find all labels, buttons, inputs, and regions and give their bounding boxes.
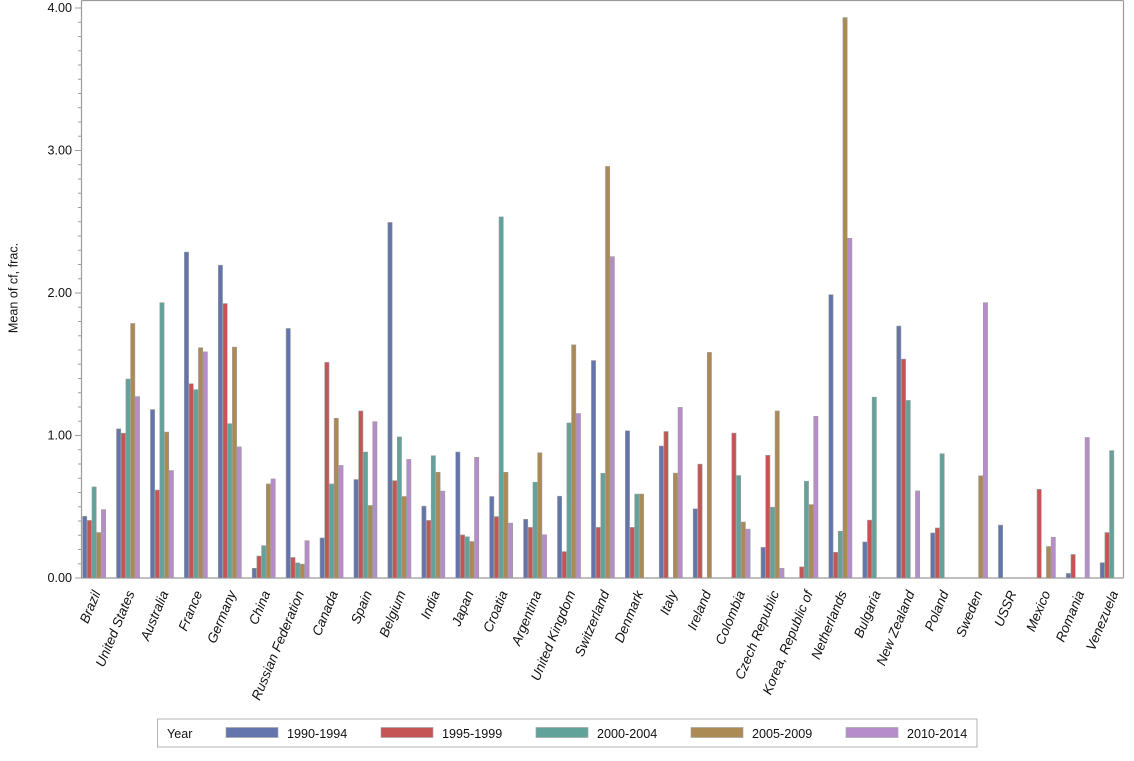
- svg-text:0.00: 0.00: [47, 571, 72, 585]
- svg-text:4.00: 4.00: [47, 1, 72, 15]
- svg-text:1990-1994: 1990-1994: [287, 727, 347, 741]
- svg-text:2010-2014: 2010-2014: [907, 727, 967, 741]
- svg-text:Mean of cf, frac.: Mean of cf, frac.: [7, 243, 21, 333]
- svg-text:2005-2009: 2005-2009: [752, 727, 812, 741]
- svg-text:1.00: 1.00: [47, 429, 72, 443]
- svg-text:2.00: 2.00: [47, 286, 72, 300]
- svg-text:Year: Year: [167, 727, 192, 741]
- svg-text:3.00: 3.00: [47, 144, 72, 158]
- svg-text:1995-1999: 1995-1999: [442, 727, 502, 741]
- svg-text:2000-2004: 2000-2004: [597, 727, 657, 741]
